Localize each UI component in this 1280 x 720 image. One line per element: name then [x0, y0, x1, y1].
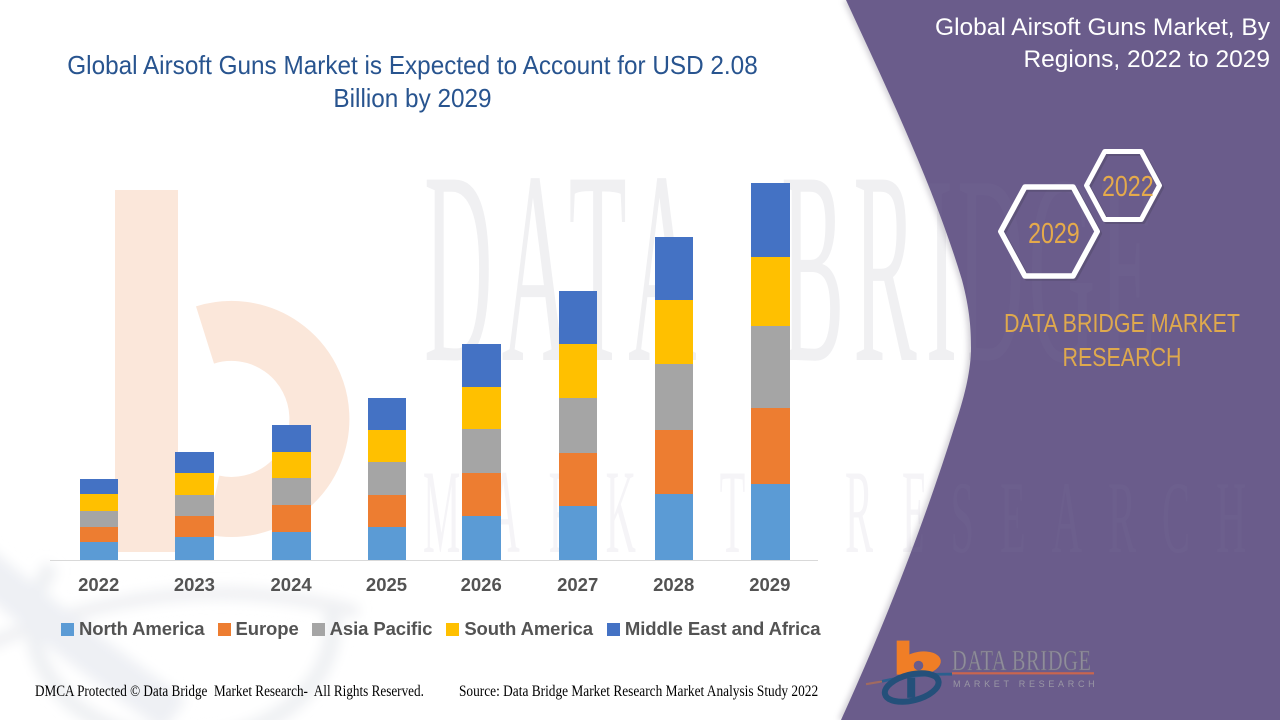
svg-text:MARKET RESEARCH: MARKET RESEARCH — [953, 679, 1098, 689]
svg-text:RESEARCH: RESEARCH — [845, 460, 1272, 574]
svg-text:DATA BRIDGE: DATA BRIDGE — [952, 646, 1092, 677]
